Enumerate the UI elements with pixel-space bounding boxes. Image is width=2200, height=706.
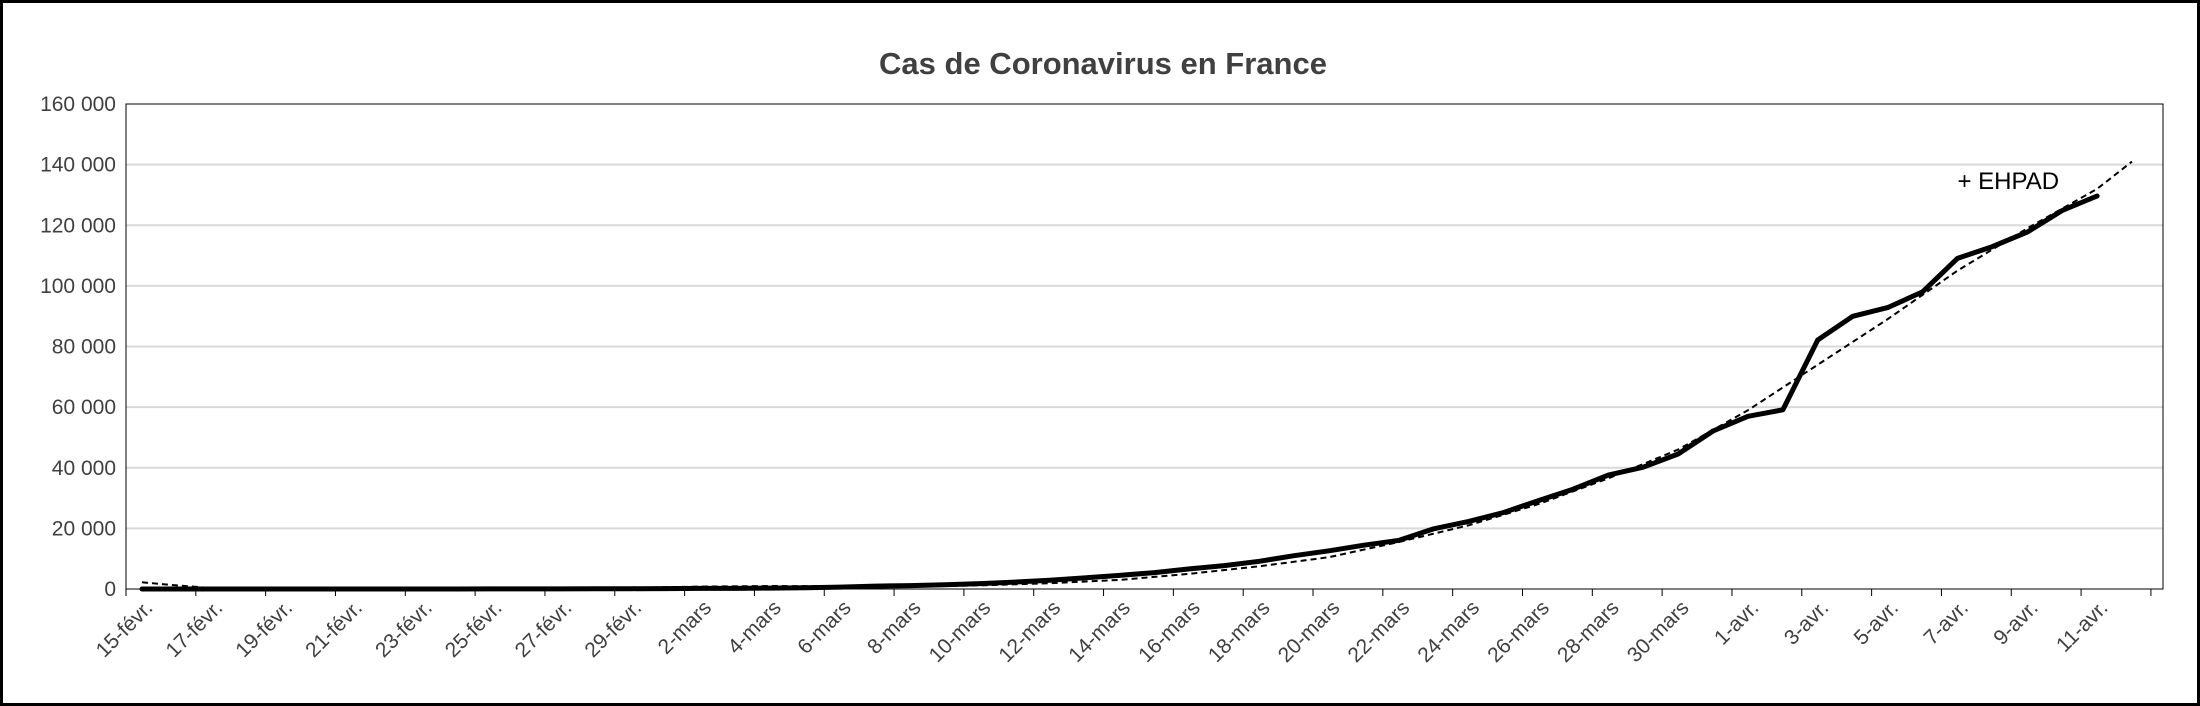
x-tick-label: 14-mars (1064, 596, 1135, 667)
x-tick-label: 28-mars (1553, 596, 1624, 667)
x-tick-label: 3-avr. (1780, 596, 1833, 649)
y-tick-label: 20 000 (52, 517, 116, 540)
x-tick-label: 19-févr. (231, 596, 297, 662)
y-tick-label: 140 000 (40, 154, 116, 177)
y-tick-label: 40 000 (52, 457, 116, 480)
y-tick-label: 160 000 (40, 93, 116, 116)
x-tick-label: 10-mars (925, 596, 996, 667)
x-tick-label: 17-févr. (161, 596, 227, 662)
x-tick-label: 24-mars (1413, 596, 1484, 667)
y-axis: 0 20 000 40 000 60 000 80 000 100 000 120 000 1… (40, 93, 116, 601)
gridlines (126, 163, 2163, 530)
x-tick-label: 1-avr. (1710, 596, 1763, 649)
x-tick-label: 2-mars (654, 596, 716, 658)
y-tick-label: 80 000 (52, 336, 116, 359)
x-tick-label: 9-avr. (1989, 596, 2042, 649)
x-tick-label: 30-mars (1623, 596, 1694, 667)
y-tick-label: 0 (104, 578, 116, 601)
annotation-label: + EHPAD (1957, 168, 2059, 195)
x-tick-label: 29-févr. (580, 596, 646, 662)
x-tick-label: 15-févr. (92, 596, 158, 662)
x-tick-label: 25-févr. (441, 596, 507, 662)
x-tick-label: 8-mars (863, 596, 925, 658)
chart-title: Cas de Coronavirus en France (879, 46, 1327, 81)
cases-line (139, 193, 2100, 592)
x-tick-label: 21-févr. (301, 596, 367, 662)
y-tick-label: 100 000 (40, 275, 116, 298)
x-tick-label: 5-avr. (1850, 596, 1903, 649)
x-tick-label: 27-févr. (511, 596, 577, 662)
x-tick-label: 18-mars (1204, 596, 1275, 667)
x-tick-label: 4-mars (723, 596, 785, 658)
x-tick-label: 16-mars (1134, 596, 1205, 667)
x-tick-label: 23-févr. (371, 596, 437, 662)
x-tick-label: 12-mars (994, 596, 1065, 667)
x-tick-label: 6-mars (793, 596, 855, 658)
x-tick-label: 7-avr. (1919, 596, 1972, 649)
x-axis: 15-févr. 17-févr. 19-févr. 21-févr. 23-févr.… (92, 588, 2163, 667)
x-tick-label: 22-mars (1344, 596, 1415, 667)
y-tick-label: 120 000 (40, 214, 116, 237)
x-tick-label: 11-avr. (2052, 596, 2113, 657)
y-tick-label: 60 000 (52, 396, 116, 419)
annotations: + EHPAD (1957, 168, 2059, 195)
x-tick-label: 20-mars (1274, 596, 1345, 667)
x-tick-label: 26-mars (1483, 596, 1554, 667)
series-group (139, 160, 2133, 592)
